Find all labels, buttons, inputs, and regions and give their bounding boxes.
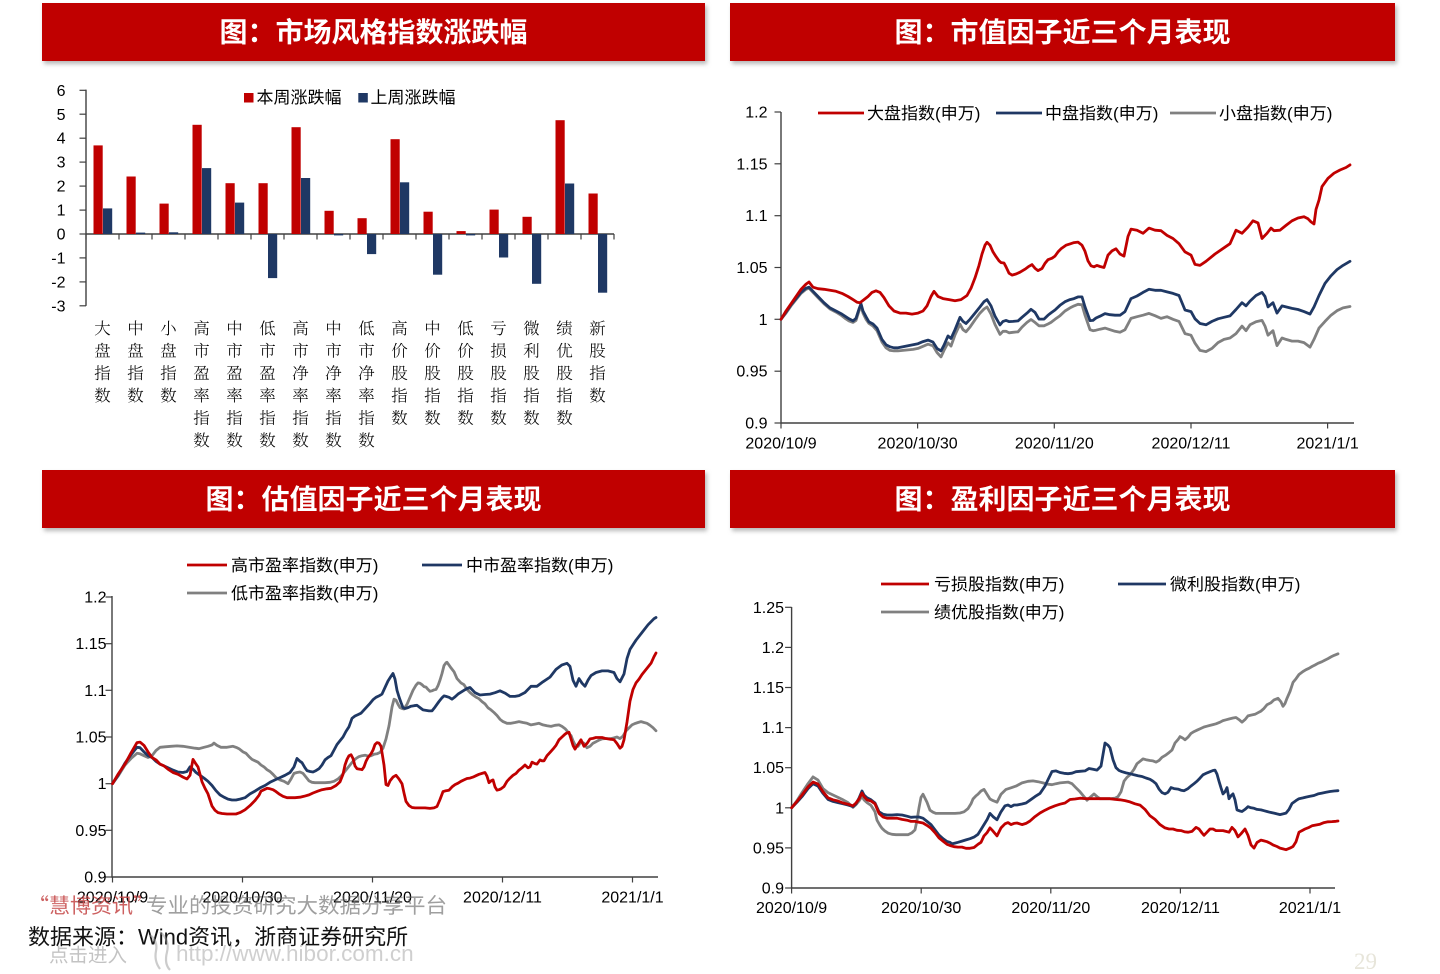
- svg-text:2021/1/1: 2021/1/1: [1279, 900, 1341, 917]
- svg-text:-3: -3: [51, 298, 65, 315]
- svg-text:1.05: 1.05: [753, 760, 784, 777]
- svg-text:1.1: 1.1: [84, 683, 106, 700]
- svg-text:1.15: 1.15: [75, 636, 106, 653]
- svg-text:2021/1/1: 2021/1/1: [601, 890, 663, 907]
- svg-text:-1: -1: [51, 250, 65, 267]
- svg-text:): ): [975, 104, 981, 123]
- svg-text:2020/10/30: 2020/10/30: [881, 900, 961, 917]
- svg-text:1.2: 1.2: [84, 590, 106, 607]
- svg-text:1: 1: [57, 203, 66, 220]
- svg-text:2020/11/20: 2020/11/20: [1015, 436, 1094, 453]
- svg-text:3: 3: [57, 155, 66, 172]
- svg-text:5: 5: [57, 107, 66, 124]
- svg-text:2020/11/20: 2020/11/20: [1011, 900, 1090, 917]
- svg-text:0.9: 0.9: [745, 416, 767, 433]
- svg-text:0.95: 0.95: [753, 840, 784, 857]
- svg-text:): ): [1059, 603, 1065, 622]
- svg-text:4: 4: [57, 131, 66, 148]
- svg-text:2020/10/9: 2020/10/9: [745, 436, 816, 453]
- svg-text:1.05: 1.05: [736, 260, 767, 277]
- svg-text:2020/11/20: 2020/11/20: [333, 890, 412, 907]
- svg-text:): ): [373, 584, 379, 603]
- svg-text:1.2: 1.2: [762, 640, 784, 657]
- svg-text:(: (: [1287, 104, 1293, 123]
- svg-text:Wind: Wind: [138, 925, 188, 950]
- svg-text:(: (: [935, 104, 941, 123]
- svg-text:(: (: [568, 556, 574, 575]
- svg-text:): ): [373, 556, 379, 575]
- svg-text:http://www.hibor.com.cn: http://www.hibor.com.cn: [176, 941, 414, 966]
- svg-text:2021/1/1: 2021/1/1: [1296, 436, 1358, 453]
- svg-text:29: 29: [1354, 949, 1377, 974]
- svg-text:2020/12/11: 2020/12/11: [1141, 900, 1220, 917]
- svg-text:1: 1: [775, 800, 784, 817]
- svg-text:1.2: 1.2: [745, 105, 767, 122]
- svg-text:1.15: 1.15: [753, 680, 784, 697]
- svg-text:): ): [1327, 104, 1333, 123]
- svg-text:1: 1: [98, 776, 107, 793]
- svg-text:): ): [1153, 104, 1159, 123]
- svg-text:(: (: [333, 556, 339, 575]
- svg-text:): ): [1295, 575, 1301, 594]
- svg-text:0.95: 0.95: [736, 364, 767, 381]
- svg-text:0: 0: [57, 227, 66, 244]
- svg-text:1.1: 1.1: [762, 720, 784, 737]
- svg-text:-2: -2: [51, 274, 65, 291]
- svg-text:(: (: [333, 584, 339, 603]
- svg-text:): ): [608, 556, 614, 575]
- svg-text:1: 1: [759, 312, 768, 329]
- svg-text:(: (: [1255, 575, 1261, 594]
- svg-text:(: (: [1019, 575, 1025, 594]
- svg-text:0.9: 0.9: [84, 870, 106, 887]
- svg-text:(: (: [1113, 104, 1119, 123]
- svg-text:2020/10/9: 2020/10/9: [756, 900, 827, 917]
- svg-text:2020/12/11: 2020/12/11: [463, 890, 542, 907]
- svg-text:0.9: 0.9: [762, 881, 784, 898]
- svg-text:1.1: 1.1: [745, 208, 767, 225]
- svg-text:2020/10/30: 2020/10/30: [878, 436, 958, 453]
- svg-text:2: 2: [57, 179, 66, 196]
- svg-text:1.25: 1.25: [753, 600, 784, 617]
- svg-text:6: 6: [57, 83, 66, 100]
- svg-text:): ): [1059, 575, 1065, 594]
- svg-text:(: (: [1019, 603, 1025, 622]
- svg-text:1.15: 1.15: [736, 156, 767, 173]
- svg-text:0.95: 0.95: [75, 823, 106, 840]
- svg-text:1.05: 1.05: [75, 730, 106, 747]
- svg-text:2020/12/11: 2020/12/11: [1152, 436, 1231, 453]
